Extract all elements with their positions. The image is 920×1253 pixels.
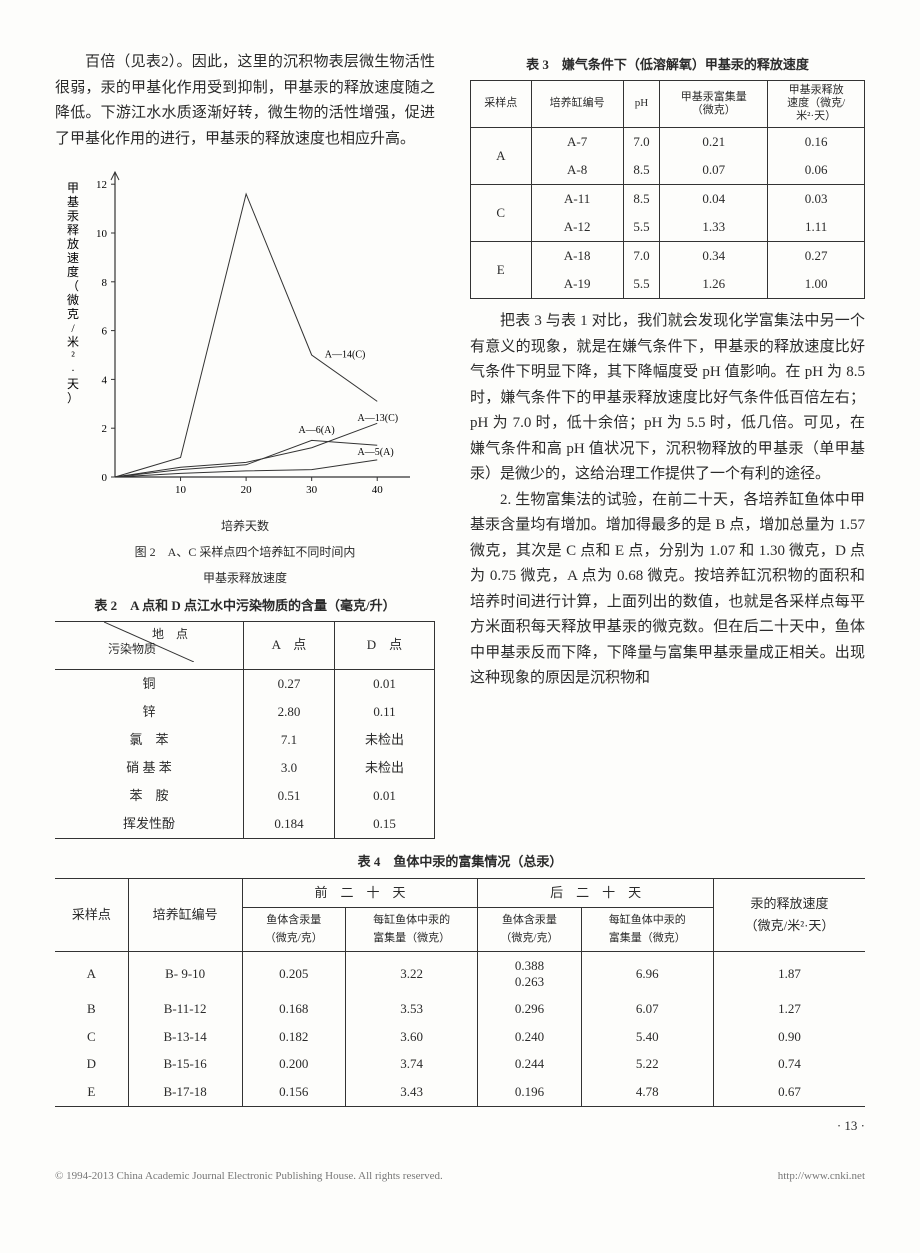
table-4: 采样点培养缸编号前 二 十 天后 二 十 天汞的释放速度（微克/米²·天）鱼体含…: [55, 878, 865, 1107]
table-4-title: 表 4 鱼体中汞的富集情况（总汞）: [55, 851, 865, 873]
table-2: 地 点污染物质A 点D 点铜0.270.01锌2.800.11氯 苯7.1未检出…: [55, 621, 435, 840]
svg-text:8: 8: [102, 277, 108, 289]
svg-text:4: 4: [102, 374, 108, 386]
svg-text:速: 速: [67, 251, 79, 265]
svg-text:/: /: [71, 321, 75, 335]
svg-text:释: 释: [67, 223, 79, 237]
svg-text:A—5(A): A—5(A): [358, 447, 394, 458]
svg-text:A—13(C): A—13(C): [358, 413, 399, 424]
svg-text:）: ）: [67, 391, 79, 405]
svg-text:12: 12: [96, 179, 107, 191]
svg-text:A—6(A): A—6(A): [299, 425, 335, 436]
svg-text:6: 6: [102, 326, 108, 338]
page-number: · 13 ·: [55, 1115, 865, 1137]
svg-text:40: 40: [372, 484, 384, 496]
figure-2-chart: 0 2 4 6 8 10 12 10 20 30 40 A—14(C) A—13(C) A—6(A) A—5…: [55, 162, 435, 512]
footer-url: http://www.cnki.net: [778, 1167, 865, 1186]
paragraph-2: 把表 3 与表 1 对比，我们就会发现化学富集法中另一个有意义的现象，就是在嫌气…: [470, 309, 865, 488]
table-3: 采样点培养缸编号pH甲基汞富集量（微克）甲基汞释放速度（微克/米²·天）AA-7…: [470, 80, 865, 299]
svg-text:10: 10: [96, 228, 108, 240]
svg-text:天: 天: [67, 377, 79, 391]
svg-text:A—14(C): A—14(C): [325, 349, 366, 360]
table-2-title: 表 2 A 点和 D 点江水中污染物质的含量（毫克/升）: [55, 595, 435, 617]
svg-text:30: 30: [306, 484, 318, 496]
footer-copyright: © 1994-2013 China Academic Journal Elect…: [55, 1167, 443, 1186]
svg-text:米: 米: [67, 335, 79, 349]
svg-text:（: （: [67, 279, 79, 293]
figure-2-caption-2: 甲基汞释放速度: [55, 568, 435, 588]
svg-text:10: 10: [175, 484, 187, 496]
figure-2-xlabel: 培养天数: [55, 516, 435, 536]
svg-text:0: 0: [102, 472, 108, 484]
figure-2-caption-1: 图 2 A、C 采样点四个培养缸不同时间内: [55, 542, 435, 562]
svg-text:²: ²: [71, 349, 75, 363]
svg-text:·: ·: [71, 363, 75, 377]
svg-text:汞: 汞: [67, 209, 79, 223]
svg-text:微: 微: [67, 293, 79, 307]
svg-text:2: 2: [102, 423, 108, 435]
svg-text:放: 放: [67, 236, 79, 251]
svg-text:度: 度: [67, 264, 79, 279]
svg-text:甲: 甲: [67, 181, 79, 195]
svg-text:20: 20: [241, 484, 253, 496]
paragraph-3: 2. 生物富集法的试验，在前二十天，各培养缸鱼体中甲基汞含量均有增加。增加得最多…: [470, 488, 865, 692]
paragraph-1: 百倍（见表2）。因此，这里的沉积物表层微生物活性很弱，汞的甲基化作用受到抑制，甲…: [55, 50, 435, 152]
svg-text:基: 基: [67, 195, 79, 209]
svg-text:克: 克: [67, 307, 79, 321]
table-3-title: 表 3 嫌气条件下（低溶解氧）甲基汞的释放速度: [470, 54, 865, 76]
